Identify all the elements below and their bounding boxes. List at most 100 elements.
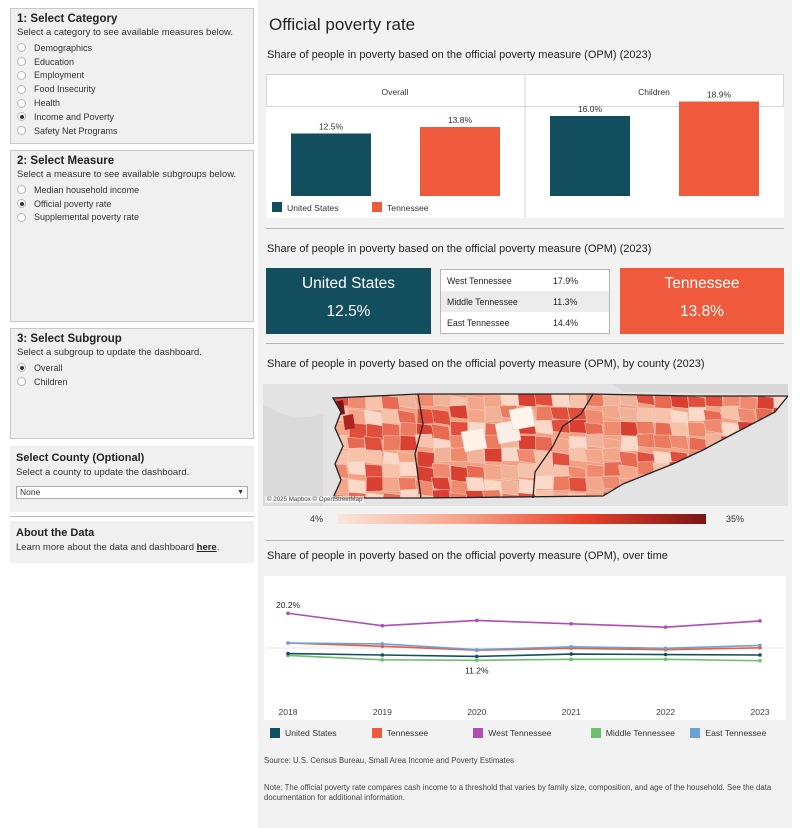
radio-unselected-icon[interactable]	[17, 185, 26, 195]
county[interactable]	[585, 393, 605, 408]
data-point[interactable]	[286, 651, 290, 656]
radio-selected-icon[interactable]	[17, 199, 26, 209]
radio-unselected-icon[interactable]	[17, 98, 26, 108]
radio-unselected-icon[interactable]	[17, 43, 26, 53]
radio-option[interactable]: Demographics	[17, 41, 247, 55]
data-point[interactable]	[758, 619, 762, 623]
county[interactable]	[416, 450, 435, 468]
county[interactable]	[517, 463, 537, 479]
county[interactable]	[550, 418, 571, 434]
radio-unselected-icon[interactable]	[17, 212, 26, 222]
county[interactable]	[416, 392, 435, 407]
county[interactable]	[416, 493, 435, 506]
radio-option[interactable]: Children	[17, 375, 247, 389]
data-point[interactable]	[758, 643, 762, 648]
county[interactable]	[636, 407, 656, 423]
county-select[interactable]: None ▼	[16, 486, 248, 499]
county[interactable]	[363, 436, 384, 453]
data-point[interactable]	[758, 658, 762, 663]
county[interactable]	[585, 476, 605, 492]
county[interactable]	[533, 420, 554, 435]
county[interactable]	[653, 434, 673, 450]
bar[interactable]	[550, 116, 630, 196]
county[interactable]	[365, 423, 385, 442]
county[interactable]	[450, 465, 469, 483]
county[interactable]	[602, 447, 622, 463]
county[interactable]	[620, 435, 639, 452]
radio-selected-icon[interactable]	[17, 363, 26, 373]
county[interactable]	[414, 479, 435, 497]
county[interactable]	[688, 406, 707, 422]
about-link[interactable]: here	[196, 542, 217, 553]
county[interactable]	[448, 492, 469, 506]
county[interactable]	[518, 435, 537, 450]
data-point[interactable]	[758, 653, 762, 657]
radio-unselected-icon[interactable]	[17, 377, 26, 387]
county[interactable]	[508, 405, 536, 431]
radio-unselected-icon[interactable]	[17, 126, 26, 136]
county[interactable]	[365, 492, 384, 506]
county[interactable]	[381, 408, 401, 424]
county[interactable]	[460, 427, 488, 453]
county[interactable]	[348, 447, 367, 463]
county[interactable]	[382, 492, 401, 506]
data-point[interactable]	[475, 647, 479, 652]
county[interactable]	[433, 446, 452, 463]
county-map[interactable]: © 2025 Mapbox © OpenStreetMap	[263, 384, 788, 506]
county[interactable]	[534, 462, 554, 478]
data-point[interactable]	[569, 622, 573, 626]
county[interactable]	[499, 478, 520, 496]
county[interactable]	[568, 447, 588, 462]
county[interactable]	[382, 435, 402, 452]
series-line[interactable]	[287, 642, 761, 651]
county[interactable]	[399, 461, 418, 476]
county[interactable]	[552, 475, 572, 492]
county[interactable]	[348, 478, 367, 496]
county[interactable]	[484, 447, 503, 463]
county[interactable]	[585, 433, 605, 448]
data-point[interactable]	[475, 654, 479, 659]
data-point[interactable]	[475, 618, 479, 623]
data-point[interactable]	[380, 653, 385, 657]
data-point[interactable]	[475, 658, 479, 663]
data-point[interactable]	[569, 657, 573, 662]
radio-option[interactable]: Overall	[17, 361, 247, 375]
series-line[interactable]	[287, 652, 761, 658]
county[interactable]	[517, 393, 537, 408]
radio-unselected-icon[interactable]	[17, 84, 26, 94]
data-point[interactable]	[569, 645, 573, 649]
radio-option[interactable]: Education	[17, 55, 247, 69]
bar[interactable]	[679, 101, 759, 197]
county[interactable]	[568, 477, 588, 493]
county[interactable]	[465, 477, 486, 493]
data-point[interactable]	[663, 652, 668, 657]
data-point[interactable]	[286, 611, 290, 616]
county[interactable]	[431, 463, 452, 479]
county[interactable]	[500, 464, 520, 481]
county[interactable]	[687, 421, 707, 438]
radio-selected-icon[interactable]	[17, 112, 26, 122]
county[interactable]	[346, 460, 367, 476]
data-point[interactable]	[380, 642, 385, 646]
county[interactable]	[343, 414, 355, 430]
county[interactable]	[601, 404, 622, 420]
bar[interactable]	[291, 133, 371, 197]
county[interactable]	[448, 404, 469, 420]
data-point[interactable]	[380, 623, 385, 628]
county[interactable]	[363, 449, 384, 465]
radio-unselected-icon[interactable]	[17, 57, 26, 67]
county[interactable]	[399, 488, 419, 504]
series-line[interactable]	[287, 642, 761, 652]
data-point[interactable]	[569, 652, 573, 656]
radio-unselected-icon[interactable]	[17, 70, 26, 80]
county[interactable]	[620, 421, 639, 437]
county[interactable]	[568, 419, 588, 434]
radio-option[interactable]: Median household income	[17, 183, 247, 197]
county[interactable]	[584, 449, 605, 464]
county[interactable]	[431, 408, 452, 426]
county[interactable]	[654, 407, 673, 423]
county[interactable]	[365, 476, 384, 492]
county[interactable]	[499, 392, 520, 407]
data-point[interactable]	[286, 641, 290, 645]
county[interactable]	[669, 421, 690, 438]
